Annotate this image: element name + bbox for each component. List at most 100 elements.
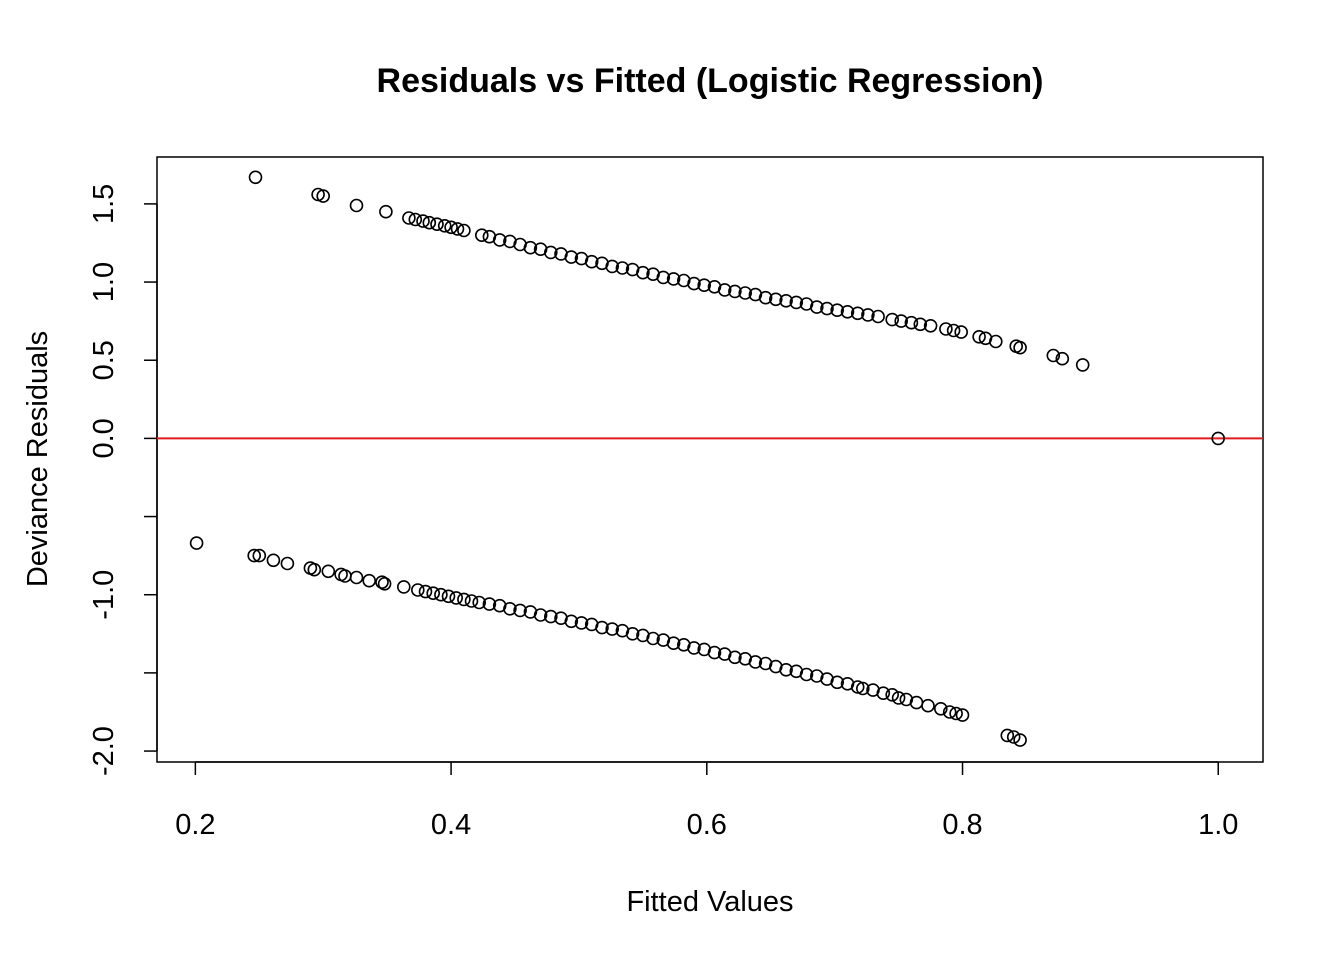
data-point xyxy=(605,259,620,274)
data-point xyxy=(954,325,969,339)
data-point xyxy=(472,595,487,610)
data-point xyxy=(1046,348,1061,363)
data-point xyxy=(316,189,331,203)
data-point xyxy=(955,708,970,722)
data-point xyxy=(646,631,660,646)
data-point xyxy=(942,705,957,719)
data-point xyxy=(656,270,671,285)
data-point xyxy=(523,240,538,255)
data-point xyxy=(666,636,681,651)
data-point xyxy=(338,569,352,583)
data-point xyxy=(252,548,267,563)
y-tick-label: 1.5 xyxy=(88,184,120,224)
data-point xyxy=(820,301,834,316)
data-point xyxy=(503,601,517,616)
data-point xyxy=(533,608,548,622)
points-layer xyxy=(189,170,1225,747)
x-axis: 0.2 0.4 0.6 0.8 1.0 xyxy=(175,761,1238,841)
data-point xyxy=(457,592,471,607)
data-point xyxy=(615,261,630,275)
data-point xyxy=(464,594,479,608)
data-point xyxy=(492,233,507,247)
data-point xyxy=(280,556,295,571)
y-tick-label: -1.0 xyxy=(88,570,120,620)
data-point xyxy=(444,220,458,235)
data-point xyxy=(789,295,804,310)
data-point xyxy=(1075,358,1090,372)
data-point xyxy=(189,536,204,550)
y-tick-label: 1.0 xyxy=(88,262,120,302)
data-point xyxy=(855,681,870,696)
data-point xyxy=(1000,728,1015,743)
data-point xyxy=(636,265,650,280)
data-point xyxy=(441,589,456,604)
data-point xyxy=(779,293,793,308)
data-point xyxy=(840,304,855,319)
data-point xyxy=(307,562,322,577)
data-point xyxy=(418,584,433,599)
data-point xyxy=(707,645,722,660)
data-point xyxy=(1006,730,1021,744)
data-point xyxy=(923,318,938,333)
data-point xyxy=(450,222,465,236)
data-point xyxy=(449,591,464,605)
data-point xyxy=(426,586,441,601)
data-point xyxy=(457,223,471,238)
data-point xyxy=(850,306,865,321)
data-point xyxy=(1013,340,1027,355)
data-point xyxy=(595,620,609,635)
data-point xyxy=(474,228,489,242)
x-tick-label: 0.4 xyxy=(431,809,471,841)
data-point xyxy=(861,308,875,322)
data-point xyxy=(972,329,986,344)
data-point xyxy=(1211,431,1225,446)
data-point xyxy=(379,204,393,219)
data-point xyxy=(1013,733,1027,747)
x-tick-label: 0.8 xyxy=(942,809,982,841)
y-tick-label: -2.0 xyxy=(88,726,120,776)
chart-title: Residuals vs Fitted (Logistic Regression… xyxy=(377,62,1044,100)
x-tick-label: 0.2 xyxy=(175,809,215,841)
data-point xyxy=(717,283,732,297)
data-point xyxy=(939,322,953,336)
data-point xyxy=(904,315,919,330)
data-point xyxy=(266,553,281,568)
data-point xyxy=(422,215,437,230)
data-point xyxy=(584,254,599,269)
data-point xyxy=(1055,351,1070,366)
data-point xyxy=(625,626,640,641)
data-point xyxy=(946,323,961,338)
data-point xyxy=(768,292,783,307)
data-point xyxy=(482,597,497,611)
data-point xyxy=(885,312,900,327)
data-point xyxy=(247,548,261,563)
data-point xyxy=(913,317,928,332)
data-point xyxy=(933,701,948,716)
data-point xyxy=(321,564,336,579)
data-point xyxy=(513,603,527,618)
data-point xyxy=(748,655,763,669)
data-point xyxy=(605,622,620,636)
data-point xyxy=(871,309,885,324)
data-point xyxy=(728,284,742,299)
data-point xyxy=(574,616,589,630)
data-point xyxy=(894,314,909,328)
x-tick-label: 1.0 xyxy=(1198,809,1238,841)
data-point xyxy=(687,276,701,291)
data-point xyxy=(779,662,793,677)
data-point xyxy=(809,300,824,314)
data-point xyxy=(850,680,865,694)
data-point xyxy=(564,614,579,629)
data-point xyxy=(697,278,712,293)
data-point xyxy=(876,686,891,701)
data-point xyxy=(543,609,558,624)
data-point xyxy=(988,334,1003,349)
x-axis-label: Fitted Values xyxy=(626,886,793,918)
data-point xyxy=(921,698,935,713)
data-point xyxy=(758,290,773,305)
y-axis-label: Deviance Residuals xyxy=(22,331,54,587)
data-point xyxy=(377,576,392,591)
data-point xyxy=(738,286,753,300)
data-point xyxy=(410,583,425,597)
